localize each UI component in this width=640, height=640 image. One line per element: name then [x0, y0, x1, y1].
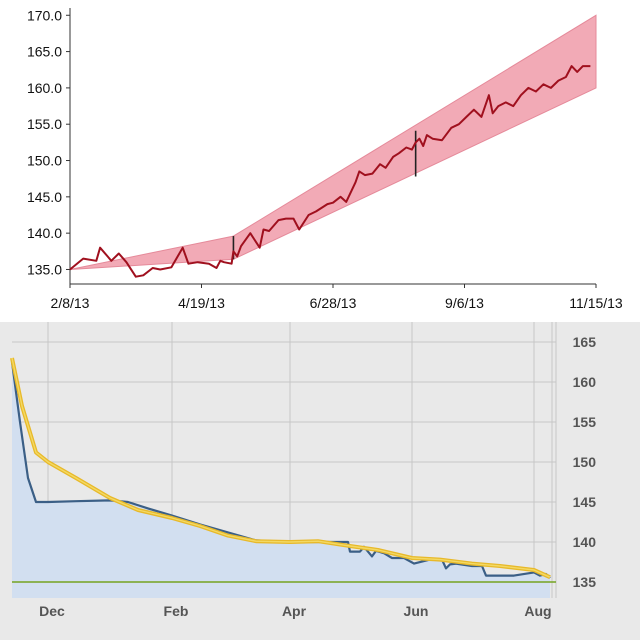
y-tick-label: 165: [573, 334, 597, 350]
x-tick-label: 11/15/13: [569, 295, 623, 311]
y-tick-label: 140: [573, 534, 597, 550]
x-tick-label: 9/6/13: [445, 295, 484, 311]
y-tick-label: 140.0: [27, 225, 62, 241]
weight-line: [69, 65, 591, 278]
trend-band: [69, 14, 597, 270]
y-tick-label: 155: [573, 414, 597, 430]
x-tick-label: 6/28/13: [310, 295, 357, 311]
y-tick-label: 135.0: [27, 261, 62, 277]
x-tick-label: Dec: [39, 603, 65, 619]
x-tick-label: Feb: [164, 603, 189, 619]
y-tick-label: 145: [573, 494, 597, 510]
x-tick-label: 2/8/13: [51, 295, 90, 311]
weight-trend-chart-svg: 135.0 140.0 145.0 150.0 155.0 160.0 165.0 170.0…: [27, 7, 623, 311]
y-tick-label: 135: [573, 574, 597, 590]
y-tick-label: 150: [573, 454, 597, 470]
weight-trend-chart: 135.0 140.0 145.0 150.0 155.0 160.0 165.0 170.0…: [26, 7, 623, 311]
y-tick-label: 160: [573, 374, 597, 390]
y-tick-label: 160.0: [27, 80, 62, 96]
y-tick-label: 155.0: [27, 116, 62, 132]
x-tick-label: 4/19/13: [178, 295, 225, 311]
y-tick-label: 145.0: [27, 189, 62, 205]
x-tick-label: Jun: [404, 603, 429, 619]
y-tick-label: 150.0: [27, 153, 62, 169]
weight-area-fill: [12, 362, 550, 598]
x-tick-label: Apr: [282, 603, 307, 619]
trend-line-inner: [11, 357, 551, 578]
y-tick-label: 170.0: [27, 7, 62, 23]
weight-history-chart: Dec Feb Apr Jun Aug 135 140 145 150 155 160 165: [0, 322, 640, 640]
y-tick-label: 165.0: [27, 44, 62, 60]
x-tick-label: Aug: [524, 603, 551, 619]
weight-history-chart-svg: Dec Feb Apr Jun Aug 135 140 145 150 155 160 165: [10, 322, 597, 619]
